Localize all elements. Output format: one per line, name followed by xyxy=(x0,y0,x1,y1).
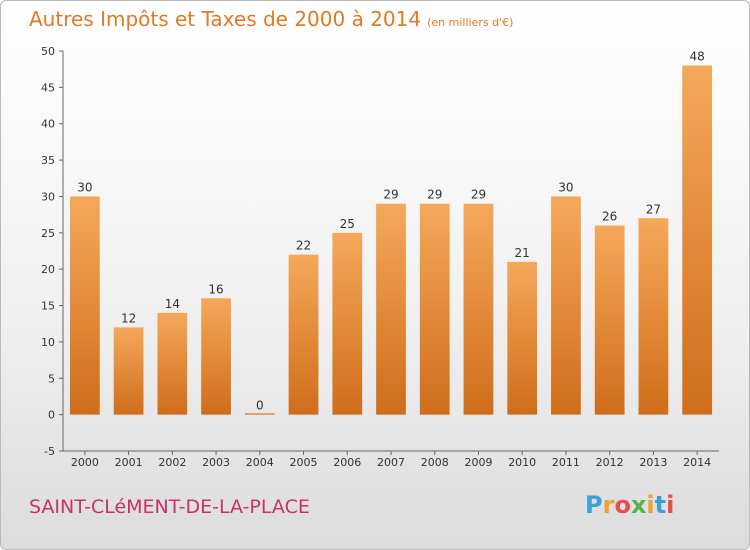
bar xyxy=(288,254,319,415)
chart-title-text: Autres Impôts et Taxes de 2000 à 2014 xyxy=(29,7,422,31)
y-tick-label: 0 xyxy=(48,409,55,422)
x-tick-label: 2001 xyxy=(115,456,143,469)
bar xyxy=(463,203,494,415)
y-tick-label: 35 xyxy=(41,154,55,167)
data-label: 48 xyxy=(689,50,704,64)
data-label: 27 xyxy=(646,202,661,216)
x-tick-label: 2000 xyxy=(71,456,99,469)
y-tick-label: 45 xyxy=(41,81,55,94)
x-tick-label: 2003 xyxy=(202,456,230,469)
x-tick-label: 2006 xyxy=(333,456,361,469)
bar xyxy=(201,298,231,415)
bar xyxy=(69,196,100,415)
logo-letter: o xyxy=(614,491,631,519)
y-tick-label: 25 xyxy=(41,227,55,240)
bar xyxy=(682,65,713,415)
data-label: 30 xyxy=(77,180,92,194)
logo-letter: i xyxy=(666,491,675,519)
data-label: 29 xyxy=(427,188,442,202)
bar xyxy=(376,203,406,415)
logo-letter: t xyxy=(654,491,667,519)
data-label: 16 xyxy=(208,282,223,296)
y-tick-label: 20 xyxy=(41,263,55,276)
data-label: 14 xyxy=(165,297,180,311)
x-tick-label: 2011 xyxy=(552,456,580,469)
logo-letter: x xyxy=(630,491,647,519)
bar xyxy=(332,232,363,415)
y-tick-label: 5 xyxy=(48,372,55,385)
bar xyxy=(551,196,581,415)
x-tick-label: 2009 xyxy=(464,456,492,469)
x-tick-label: 2008 xyxy=(421,456,449,469)
x-tick-label: 2007 xyxy=(377,456,405,469)
bar xyxy=(157,312,188,415)
x-tick-label: 2014 xyxy=(683,456,711,469)
data-label: 26 xyxy=(602,210,617,224)
data-label: 21 xyxy=(515,246,530,260)
place-name: SAINT-CLéMENT-DE-LA-PLACE xyxy=(29,496,310,518)
y-tick-label: 15 xyxy=(41,300,55,313)
chart-title: Autres Impôts et Taxes de 2000 à 2014 (en… xyxy=(29,7,513,31)
proxiti-logo[interactable]: Proxiti xyxy=(585,491,695,525)
data-label: 29 xyxy=(471,188,486,202)
y-tick-label: 50 xyxy=(41,45,55,58)
y-tick-label: 30 xyxy=(41,190,55,203)
data-label: 0 xyxy=(256,399,264,413)
bar xyxy=(638,218,669,415)
x-tick-label: 2010 xyxy=(508,456,536,469)
logo-letter: P xyxy=(585,491,603,519)
bar xyxy=(507,261,538,415)
x-tick-label: 2004 xyxy=(246,456,274,469)
chart-subtitle: (en milliers d'€) xyxy=(427,16,514,29)
x-tick-label: 2012 xyxy=(596,456,624,469)
logo-letter: i xyxy=(646,491,655,519)
bar xyxy=(113,327,144,415)
bar xyxy=(594,225,625,415)
y-tick-label: 10 xyxy=(41,336,55,349)
data-label: 12 xyxy=(121,311,136,325)
x-tick-label: 2005 xyxy=(290,456,318,469)
data-label: 25 xyxy=(340,217,355,231)
y-tick-label: -5 xyxy=(44,445,55,458)
logo-letter: r xyxy=(602,491,615,519)
bar xyxy=(244,413,275,415)
data-label: 22 xyxy=(296,239,311,253)
data-label: 29 xyxy=(383,188,398,202)
x-tick-label: 2002 xyxy=(158,456,186,469)
bar xyxy=(419,203,450,415)
data-label: 30 xyxy=(558,180,573,194)
y-tick-label: 40 xyxy=(41,118,55,131)
x-tick-label: 2013 xyxy=(639,456,667,469)
